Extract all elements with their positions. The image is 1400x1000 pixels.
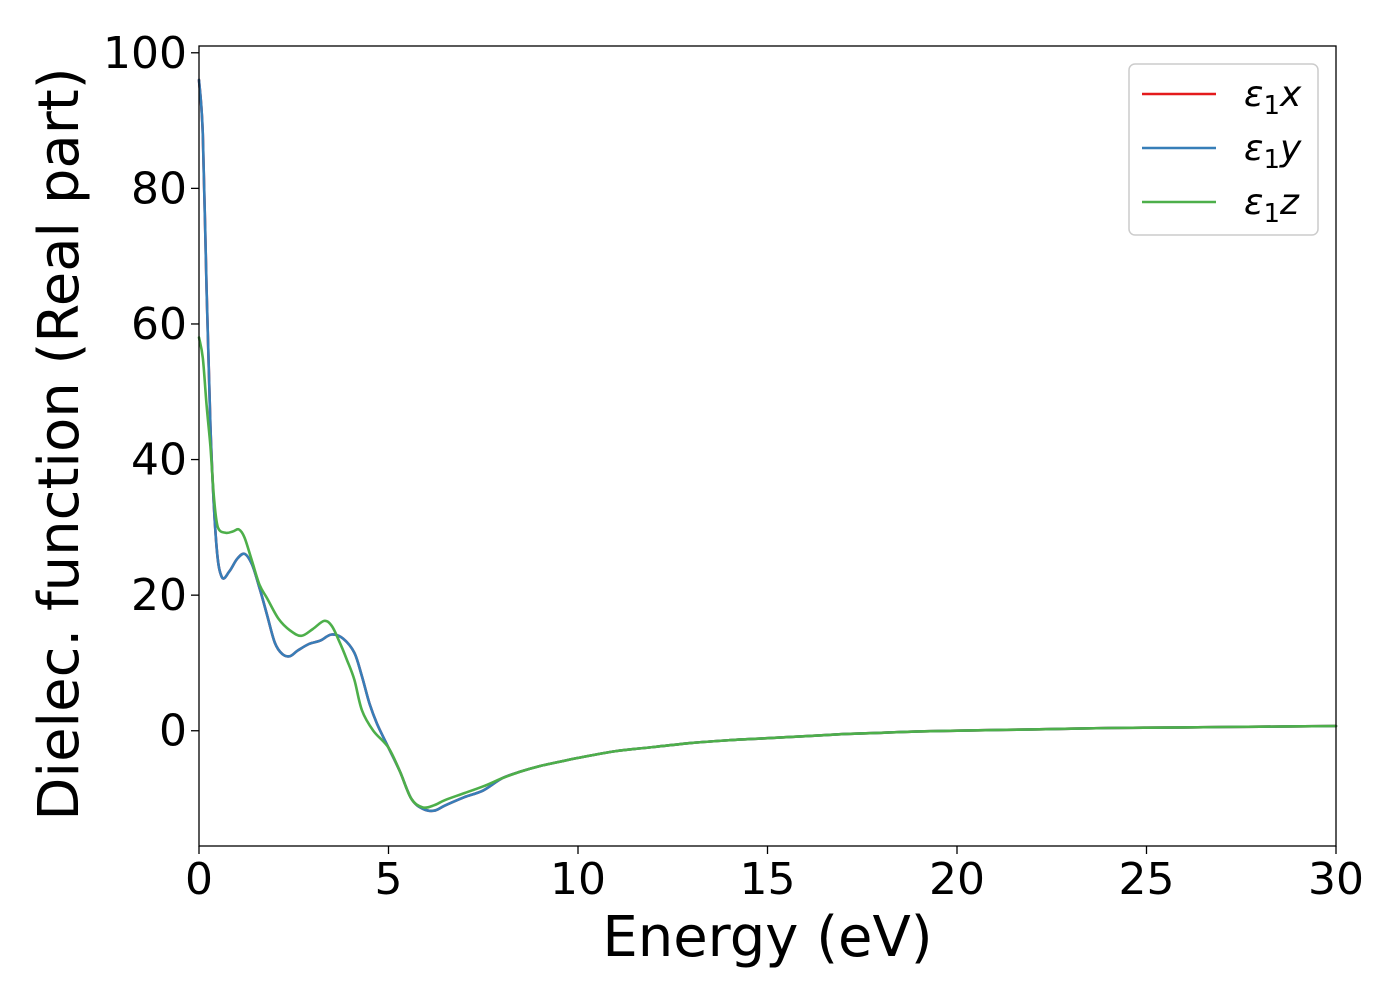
- y-tick-label: 20: [131, 570, 187, 621]
- plot-frame: [198, 45, 1337, 847]
- x-tick-label: 5: [375, 854, 403, 905]
- y-tick-label: 0: [159, 706, 187, 757]
- legend-box: [1128, 63, 1319, 236]
- legend-label-x: ε1x: [1244, 74, 1302, 121]
- x-tick-label: 0: [185, 854, 213, 905]
- legend-items: ε1x ε1y ε1z: [1142, 74, 1302, 229]
- x-tick-label: 25: [1119, 854, 1175, 905]
- x-axis-ticks: 0 5 10 15 20 25 30: [185, 846, 1364, 905]
- plot-series-group: [197, 78, 1338, 813]
- legend-label-z: ε1z: [1244, 182, 1300, 229]
- y-tick-label: 60: [131, 299, 187, 350]
- series-line-z: [197, 336, 1338, 810]
- x-tick-label: 30: [1308, 854, 1364, 905]
- y-tick-label: 80: [131, 163, 187, 214]
- y-axis-ticks: 0 20 40 60 80 100: [103, 28, 199, 757]
- y-tick-label: 100: [103, 28, 187, 79]
- x-tick-label: 20: [929, 854, 985, 905]
- legend-label-y: ε1y: [1244, 128, 1302, 175]
- x-tick-label: 10: [550, 854, 606, 905]
- y-axis-title: Dielec. function (Real part): [27, 67, 92, 820]
- x-axis-title: Energy (eV): [602, 905, 932, 970]
- legend: ε1x ε1y ε1z: [1128, 63, 1319, 236]
- x-tick-label: 15: [740, 854, 796, 905]
- y-tick-label: 40: [131, 435, 187, 486]
